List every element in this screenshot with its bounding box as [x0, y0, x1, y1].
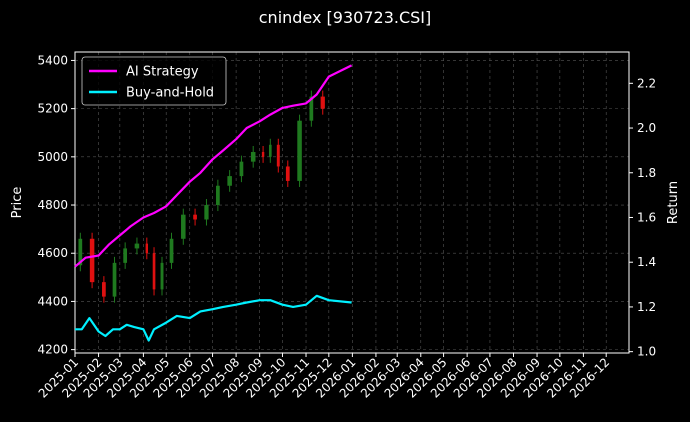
y-axis-label-right: Return	[666, 181, 681, 224]
price-candle	[134, 243, 140, 249]
price-candle	[268, 144, 272, 157]
price-candle	[78, 238, 83, 266]
price-candle	[193, 214, 197, 220]
y-tick-label-right: 1.2	[637, 300, 656, 314]
price-candle	[276, 144, 280, 167]
y-tick-label-left: 5200	[37, 102, 68, 116]
price-candle	[250, 152, 256, 162]
price-candle	[285, 166, 290, 181]
price-candle	[239, 161, 244, 177]
chart-title: cnindex [930723.CSI]	[258, 8, 432, 27]
y-tick-label-right: 2.0	[637, 121, 656, 135]
price-candle	[227, 176, 232, 186]
plot-frame	[74, 51, 630, 354]
y-tick-label-right: 1.0	[637, 345, 656, 359]
price-candle	[320, 96, 325, 109]
price-candle	[309, 96, 314, 121]
y-tick-label-right: 1.6	[637, 210, 656, 224]
y-tick-label-left: 4600	[37, 246, 68, 260]
price-candle	[216, 185, 220, 206]
y-tick-label-right: 1.8	[637, 166, 656, 180]
y-axis-label-left: Price	[10, 187, 25, 219]
price-candle	[181, 214, 186, 239]
price-candle	[152, 253, 156, 290]
price-candle	[160, 262, 164, 290]
y-tick-label-left: 5400	[37, 53, 68, 67]
y-tick-label-right: 2.2	[637, 76, 656, 90]
price-candle	[145, 243, 149, 254]
price-candle	[204, 205, 209, 220]
price-candle	[297, 120, 302, 181]
buy-and-hold-line	[75, 294, 352, 342]
ai-strategy-line	[74, 64, 353, 268]
price-candle	[89, 238, 95, 283]
legend-label: AI Strategy	[126, 65, 199, 80]
price-candle	[123, 248, 128, 263]
y-tick-label-left: 4800	[37, 198, 68, 212]
legend-box	[81, 56, 227, 106]
legend-label: Buy-and-Hold	[126, 86, 214, 101]
price-candle	[261, 152, 265, 157]
price-candle	[112, 262, 117, 297]
y-tick-label-left: 4400	[37, 294, 68, 308]
price-candle	[169, 238, 174, 263]
price-candle	[102, 282, 106, 297]
y-tick-label-left: 4200	[37, 343, 68, 357]
y-tick-label-right: 1.4	[637, 255, 656, 269]
y-tick-label-left: 5000	[37, 150, 68, 164]
